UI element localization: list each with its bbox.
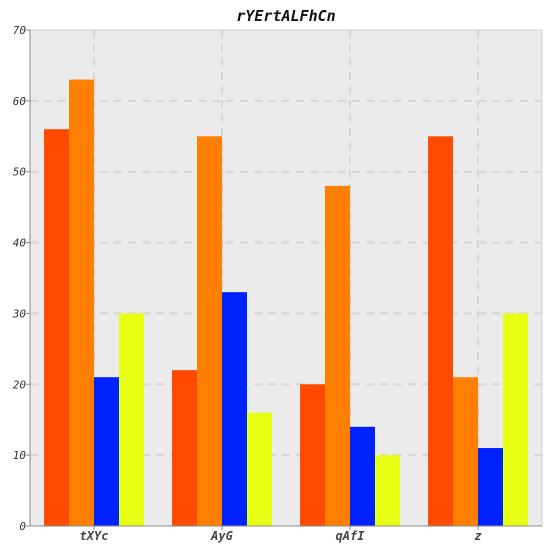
bars [44, 79, 528, 527]
bar [247, 412, 272, 526]
bar [325, 185, 350, 526]
bar [300, 384, 325, 526]
x-axis-ticks: tXYc AyG qAfI z [80, 529, 482, 543]
y-tick-label: 20 [13, 378, 27, 391]
y-tick-label: 50 [13, 166, 27, 179]
x-tick-label: tXYc [80, 529, 109, 543]
bar [350, 426, 375, 526]
y-tick-label: 0 [19, 520, 26, 533]
x-tick-label: qAfI [336, 529, 366, 543]
chart-title: rYErtALFhCn [236, 7, 335, 25]
bar [119, 313, 144, 526]
x-tick-label: z [474, 529, 481, 543]
bar [69, 79, 94, 526]
bar [478, 448, 503, 526]
bar [375, 455, 400, 526]
y-axis-ticks: 0 10 20 30 40 50 60 70 [12, 24, 27, 533]
y-tick-label: 70 [13, 24, 27, 37]
y-tick-label: 60 [13, 95, 27, 108]
y-tick-label: 30 [12, 307, 27, 320]
x-tick-label: AyG [210, 529, 233, 543]
y-tick-label: 40 [13, 237, 27, 250]
y-tick-label: 10 [13, 449, 27, 462]
axes [26, 29, 542, 530]
bar [428, 136, 453, 527]
bar [94, 377, 119, 526]
bar [222, 292, 247, 526]
bar [44, 129, 69, 526]
bar [503, 313, 528, 526]
bar [453, 377, 478, 526]
bar [172, 370, 197, 526]
bar [197, 136, 222, 527]
